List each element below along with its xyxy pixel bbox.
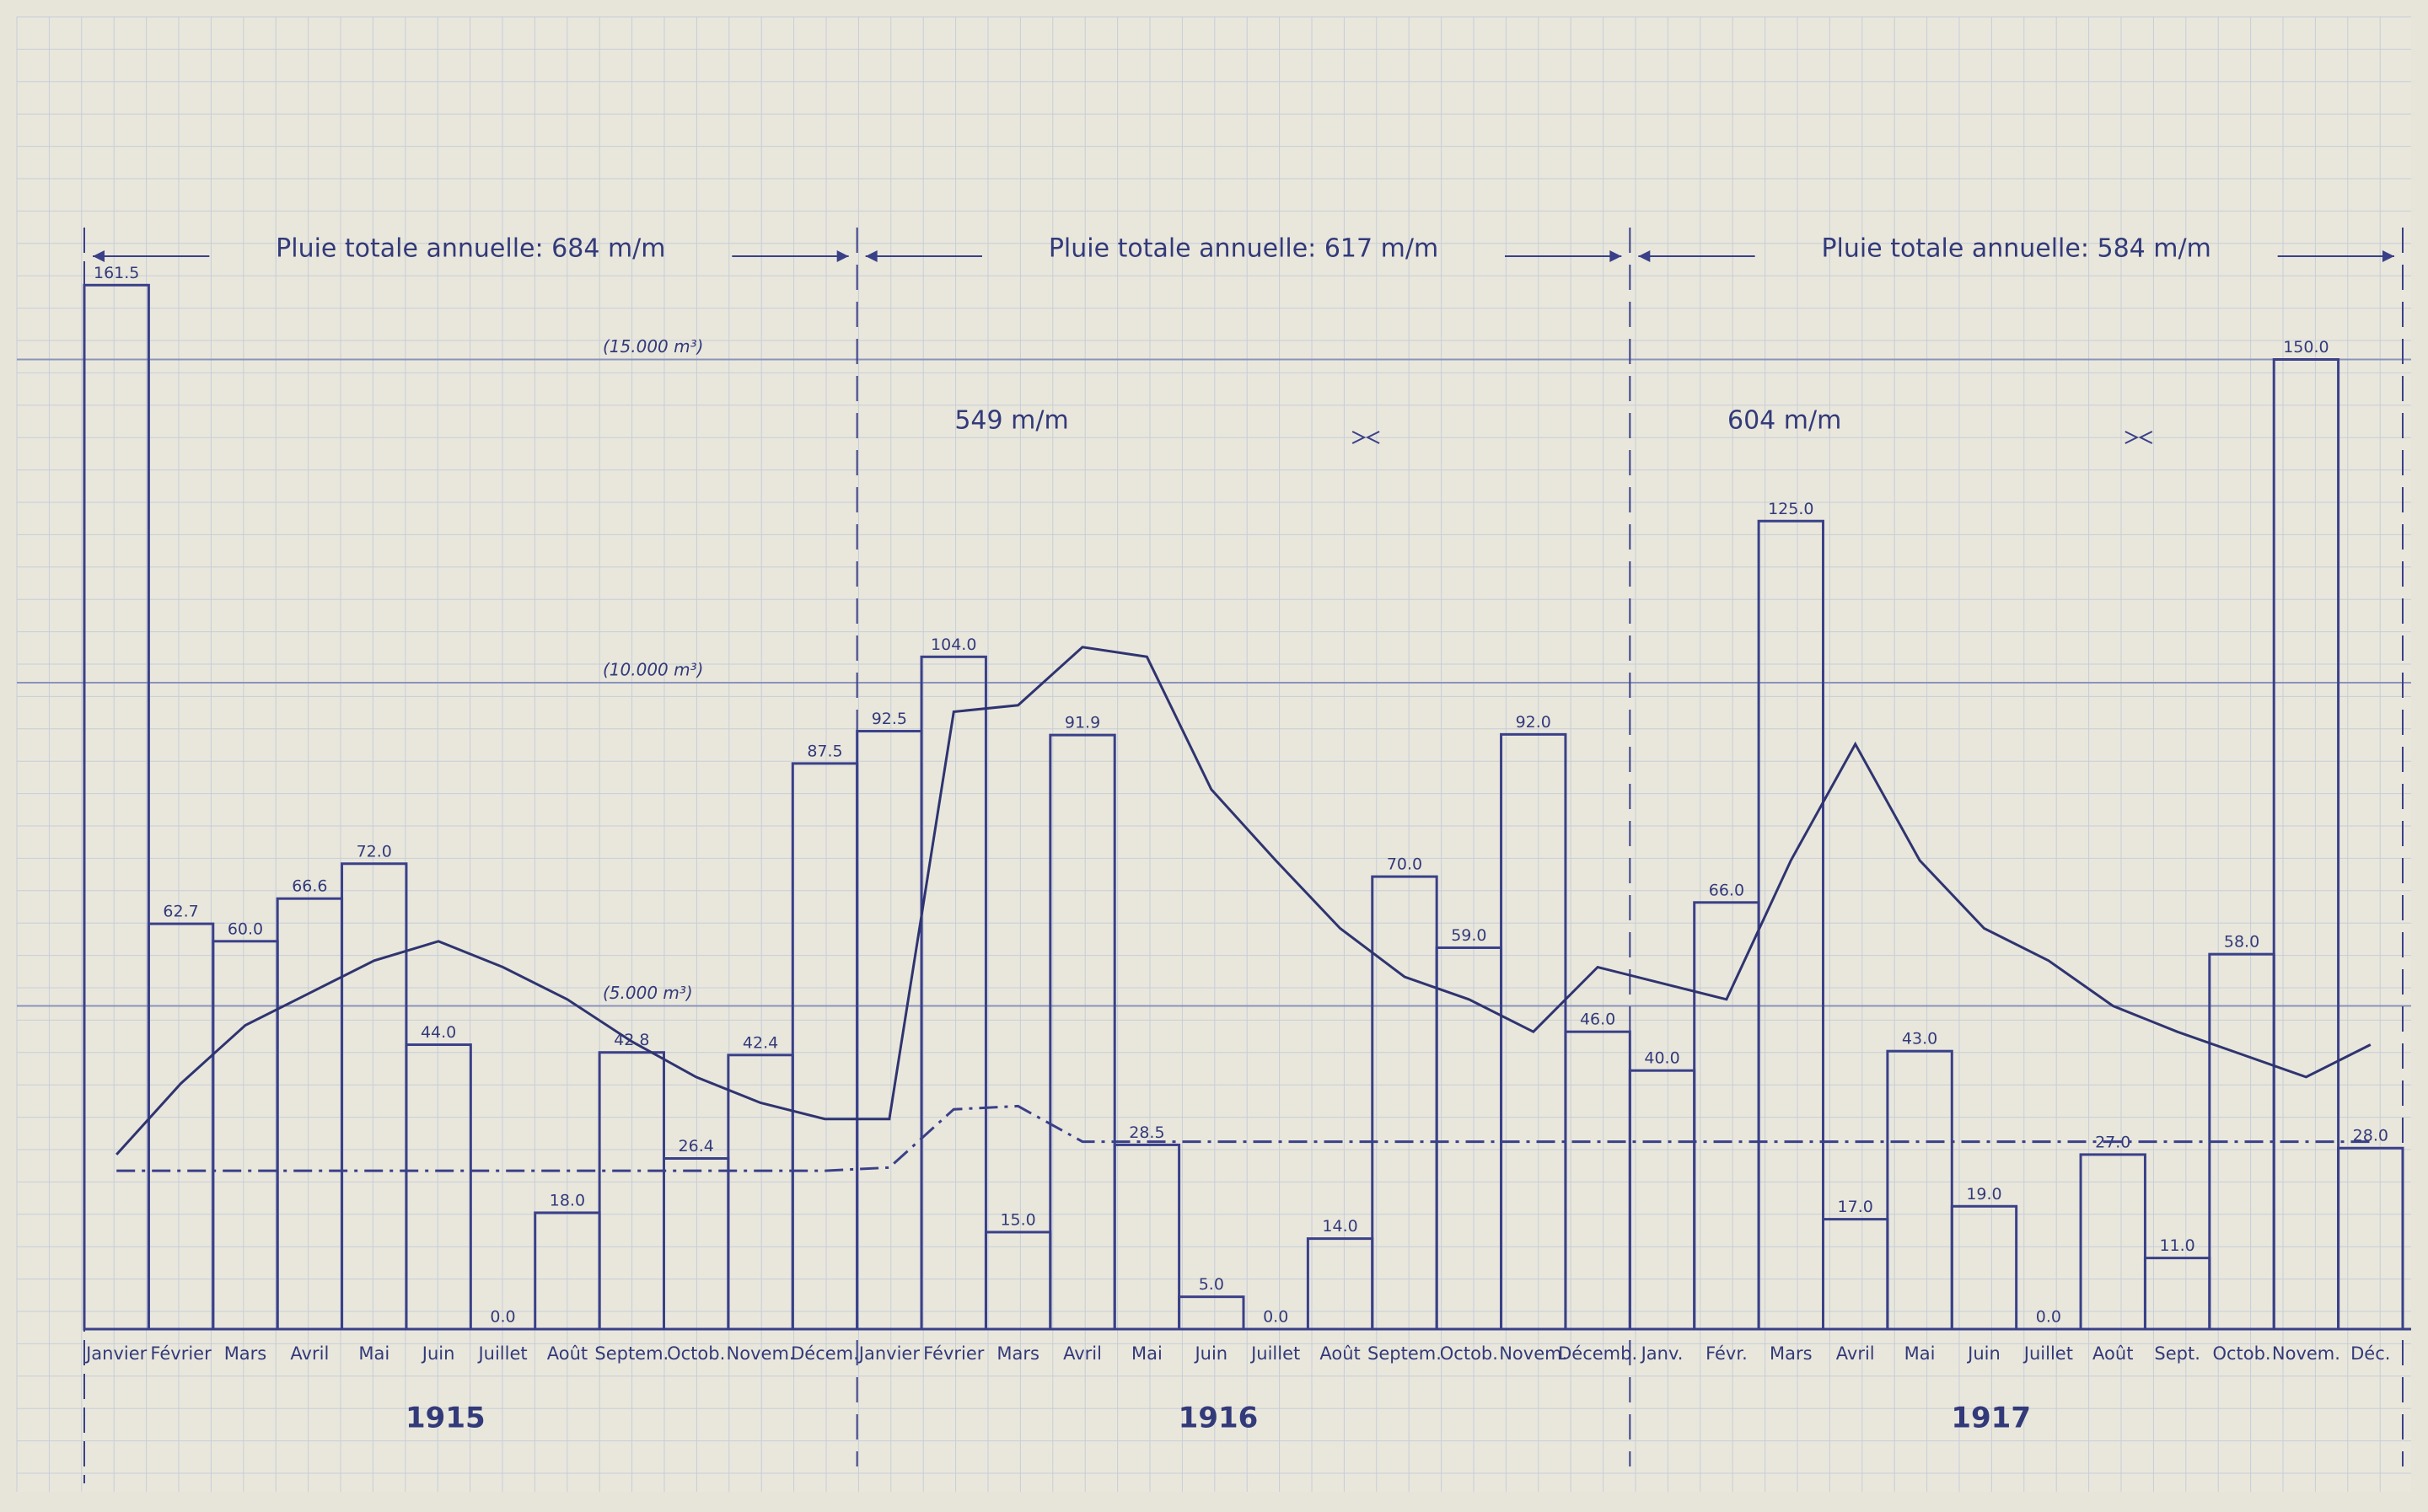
value-label: 15.0: [1000, 1210, 1035, 1229]
x-tick-label: Avril: [1063, 1343, 1102, 1364]
value-label: 14.0: [1322, 1217, 1357, 1236]
bar: [83, 283, 150, 1331]
x-tick-label: Décemb.: [1558, 1343, 1637, 1364]
x-tick-label: Août: [547, 1343, 588, 1364]
value-label: 17.0: [1838, 1198, 1873, 1216]
x-tick-label: Avril: [290, 1343, 329, 1364]
value-label: 60.0: [228, 920, 263, 938]
value-label: 92.5: [872, 710, 907, 728]
year-label: 1917: [1951, 1402, 2031, 1435]
value-label: 40.0: [1644, 1049, 1679, 1068]
bar: [2272, 358, 2340, 1331]
value-label: 11.0: [2159, 1236, 2194, 1255]
value-label: 66.6: [292, 877, 327, 896]
x-tick-label: Octob.: [1440, 1343, 1498, 1364]
x-tick-label: Septem.: [1367, 1343, 1442, 1364]
x-tick-label: Mai: [1904, 1343, 1936, 1364]
paper: [17, 17, 2411, 1492]
y2-tick-label: (5.000 m³): [603, 983, 693, 1003]
x-tick-label: Juin: [1193, 1343, 1227, 1364]
paper-grid: [16, 16, 2411, 1492]
value-label: 28.5: [1129, 1123, 1164, 1142]
x-tick-label: Sept.: [2154, 1343, 2200, 1364]
x-tick-label: Mars: [1770, 1343, 1813, 1364]
arrow-mark: [1351, 431, 1380, 444]
bar: [1113, 1143, 1181, 1331]
x-tick-label: Juin: [421, 1343, 455, 1364]
y2-tick-label: (10.000 m³): [603, 660, 703, 680]
annual-total: Pluie totale annuelle: 617 m/m: [1049, 234, 1438, 264]
value-label: 87.5: [807, 742, 842, 760]
annual-total: Pluie totale annuelle: 584 m/m: [1821, 234, 2210, 264]
x-tick-label: Mars: [224, 1343, 267, 1364]
value-label: 44.0: [421, 1023, 456, 1042]
value-label: 58.0: [2224, 933, 2259, 952]
x-tick-label: Novem.: [1499, 1343, 1567, 1364]
value-label: 72.0: [357, 842, 392, 861]
value-label: 43.0: [1902, 1030, 1937, 1048]
bar: [405, 1043, 472, 1331]
bar: [2337, 1146, 2404, 1331]
value-label: 0.0: [1263, 1308, 1288, 1327]
value-label: 26.4: [679, 1137, 714, 1155]
value-label: 104.0: [931, 635, 976, 654]
x-tick-label: Févr.: [1706, 1343, 1748, 1364]
value-label: 0.0: [2036, 1308, 2061, 1327]
arrow-mark: [2124, 431, 2153, 444]
x-tick-label: Avril: [1836, 1343, 1875, 1364]
year-label: 1916: [1179, 1402, 1259, 1435]
x-tick-label: Janvier: [84, 1343, 148, 1364]
bar: [920, 655, 987, 1331]
value-label: 91.9: [1065, 714, 1100, 732]
annual-total: Pluie totale annuelle: 684 m/m: [276, 234, 665, 264]
value-label: 59.0: [1451, 926, 1486, 945]
x-tick-label: Septem.: [594, 1343, 669, 1364]
x-tick-label: Novem.: [2272, 1343, 2340, 1364]
value-label: 62.7: [163, 903, 198, 921]
line-series: [116, 1104, 2371, 1172]
partial-total: 604 m/m: [1727, 406, 1841, 436]
x-tick-label: Février: [923, 1343, 985, 1364]
x-tick-label: Février: [150, 1343, 212, 1364]
x-tick-label: Mai: [1131, 1343, 1163, 1364]
x-tick-label: Juillet: [476, 1343, 527, 1364]
value-label: 19.0: [1966, 1185, 2001, 1204]
value-label: 18.0: [550, 1191, 585, 1209]
x-tick-label: Juillet: [2022, 1343, 2073, 1364]
line-series: [115, 646, 2372, 1155]
value-label: 66.0: [1709, 881, 1744, 899]
value-label: 46.0: [1580, 1011, 1615, 1029]
partial-total: 549 m/m: [954, 406, 1068, 436]
value-label: 150.0: [2283, 338, 2329, 357]
x-tick-label: Décem.: [791, 1343, 859, 1364]
y2-tick-label: (15.000 m³): [603, 336, 703, 357]
x-tick-label: Janvier: [857, 1343, 921, 1364]
x-tick-label: Mars: [996, 1343, 1039, 1364]
bar: [2079, 1153, 2146, 1331]
x-tick-label: Octob.: [667, 1343, 725, 1364]
bar: [1757, 519, 1824, 1331]
value-label: 0.0: [490, 1308, 515, 1327]
value-label: 5.0: [1199, 1275, 1224, 1294]
value-label: 42.4: [743, 1033, 778, 1052]
value-label: 70.0: [1387, 855, 1422, 874]
x-tick-label: Mai: [358, 1343, 389, 1364]
value-label: 125.0: [1768, 500, 1813, 518]
x-tick-label: Janv.: [1640, 1343, 1684, 1364]
bar: [1049, 733, 1116, 1331]
x-tick-label: Octob.: [2212, 1343, 2270, 1364]
value-label: 92.0: [1516, 713, 1551, 732]
value-label: 161.5: [94, 264, 139, 282]
x-tick-label: Août: [2092, 1343, 2133, 1364]
x-tick-label: Déc.: [2350, 1343, 2390, 1364]
year-label: 1915: [406, 1402, 486, 1435]
x-tick-label: Juin: [1966, 1343, 2001, 1364]
bar: [1886, 1049, 1953, 1331]
x-tick-label: Août: [1319, 1343, 1360, 1364]
x-tick-label: Novem.: [727, 1343, 795, 1364]
bar: [1178, 1295, 1245, 1331]
x-tick-label: Juillet: [1249, 1343, 1300, 1364]
bar: [1950, 1204, 2018, 1331]
